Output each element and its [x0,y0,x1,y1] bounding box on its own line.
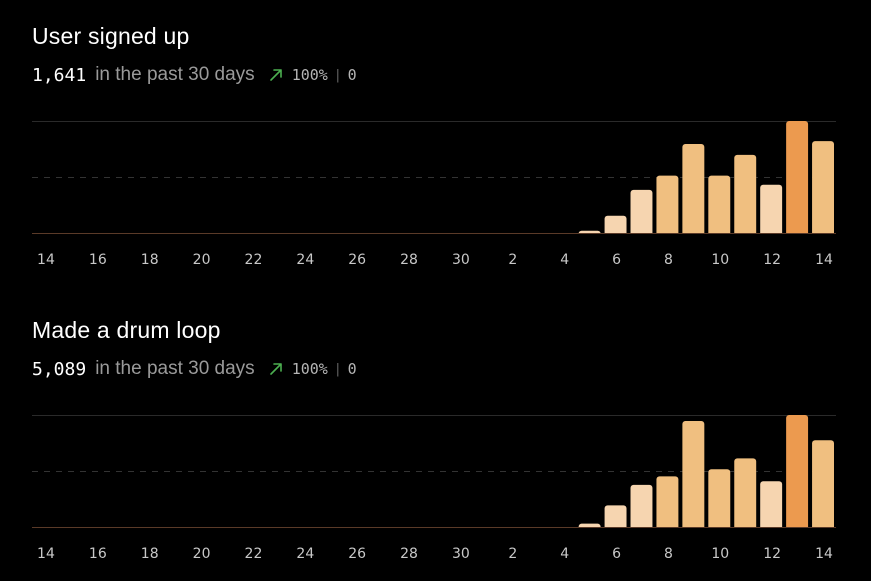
x-tick-label: 8 [664,252,673,268]
bar-12-28 [760,184,783,236]
x-tick-label: 14 [815,546,833,562]
arrow-up-right-icon [269,69,282,81]
event-count: 5,089 [32,358,87,380]
previous-value: 0 [347,360,357,378]
x-tick-label: 16 [89,252,107,268]
arrow-up-right-icon [269,363,282,375]
x-tick-label: 14 [37,546,55,562]
x-tick-label: 14 [37,252,55,268]
stats-separator: | [333,361,342,377]
bar-9-25 [682,143,705,236]
trend-percent: 100% [291,360,328,378]
x-tick-label: 14 [815,252,833,268]
stats-row: 5,089 in the past 30 days 100% | 0 [32,358,357,380]
x-tick-label: 18 [141,546,159,562]
bar-7-23 [630,189,653,236]
previous-value: 0 [347,66,357,84]
x-tick-label: 20 [193,252,211,268]
bar-8-24 [656,175,679,236]
event-count: 1,641 [32,64,87,86]
bar-9-25 [682,421,705,530]
bar-8-24 [656,476,679,530]
bar-chart-user-signed-up: 14 16 18 20 22 24 26 28 30 2 4 6 8 10 12 14 [32,121,836,268]
period-label: in the past 30 days [95,64,255,85]
baseline-mask [32,233,836,237]
trend-percent: 100% [291,66,328,84]
x-tick-label: 20 [193,546,211,562]
x-tick-label: 28 [400,546,418,562]
x-tick-label: 12 [763,546,781,562]
baseline-mask [32,527,836,531]
bar-6-22 [604,505,627,530]
bar-13-29 [786,415,809,530]
x-tick-label: 12 [763,252,781,268]
x-tick-label: 30 [452,252,470,268]
x-tick-label: 2 [508,252,517,268]
bar-14-30 [812,440,834,530]
stats-row: 1,641 in the past 30 days 100% | 0 [32,64,357,86]
x-tick-label: 4 [560,546,569,562]
x-tick-label: 26 [348,546,366,562]
x-tick-label: 6 [612,546,621,562]
x-tick-label: 22 [245,546,263,562]
x-tick-label: 24 [296,252,314,268]
period-label: in the past 30 days [95,358,255,379]
x-tick-label: 30 [452,546,470,562]
bar-11-27 [734,154,757,236]
bar-6-22 [604,215,627,236]
bar-13-29 [786,121,809,236]
bar-11-27 [734,458,757,530]
bar-14-30 [812,141,834,236]
x-tick-label: 28 [400,252,418,268]
bar-7-23 [630,484,653,530]
x-tick-label: 16 [89,546,107,562]
chart-title: User signed up [32,23,190,49]
x-tick-label: 4 [560,252,569,268]
x-tick-label: 26 [348,252,366,268]
x-tick-label: 6 [612,252,621,268]
x-tick-label: 18 [141,252,159,268]
bar-10-26 [708,175,731,236]
bar-10-26 [708,469,731,530]
x-tick-label: 24 [296,546,314,562]
x-tick-label: 8 [664,546,673,562]
x-tick-label: 10 [711,252,729,268]
x-tick-label: 2 [508,546,517,562]
stats-separator: | [333,67,342,83]
bar-chart-made-a-drum-loop: 14 16 18 20 22 24 26 28 30 2 4 6 8 10 12 14 [32,415,836,562]
bar-12-28 [760,481,783,530]
x-tick-label: 10 [711,546,729,562]
x-tick-label: 22 [245,252,263,268]
chart-title: Made a drum loop [32,317,221,343]
